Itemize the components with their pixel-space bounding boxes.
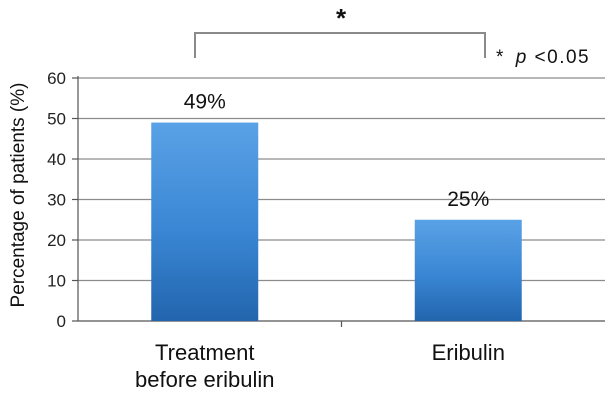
y-tick-label: 0 [57, 312, 66, 331]
significance-star: * [336, 3, 347, 33]
y-tick-labels: 0 10 20 30 40 50 60 [47, 69, 66, 331]
data-label: 49% [184, 91, 226, 114]
category-label-line: Treatment [155, 340, 254, 365]
y-tick-label: 50 [47, 110, 66, 129]
data-label: 25% [447, 188, 489, 211]
significance-bracket: * [194, 3, 486, 58]
category-labels: Treatment before eribulin Eribulin [135, 340, 505, 392]
y-tick-label: 20 [47, 231, 66, 250]
y-tick-label: 40 [47, 150, 66, 169]
y-tick-label: 10 [47, 272, 66, 291]
y-axis-label: Percentage of patients (%) [8, 83, 29, 308]
p-note-p: p [515, 47, 528, 68]
p-note-rest: <0.05 [535, 47, 591, 68]
data-labels: 49% 25% [184, 91, 490, 211]
y-tick-label: 30 [47, 191, 66, 210]
p-value-note: * p <0.05 [496, 47, 590, 68]
y-tick-label: 60 [47, 69, 66, 88]
p-note-star: * [496, 47, 505, 68]
category-label-line: Eribulin [432, 340, 505, 365]
bar [151, 122, 259, 321]
category-label: Treatment before eribulin [135, 340, 274, 392]
category-label: Eribulin [432, 340, 505, 365]
category-label-line: before eribulin [135, 367, 274, 392]
bars [151, 122, 522, 321]
bar [414, 219, 522, 321]
